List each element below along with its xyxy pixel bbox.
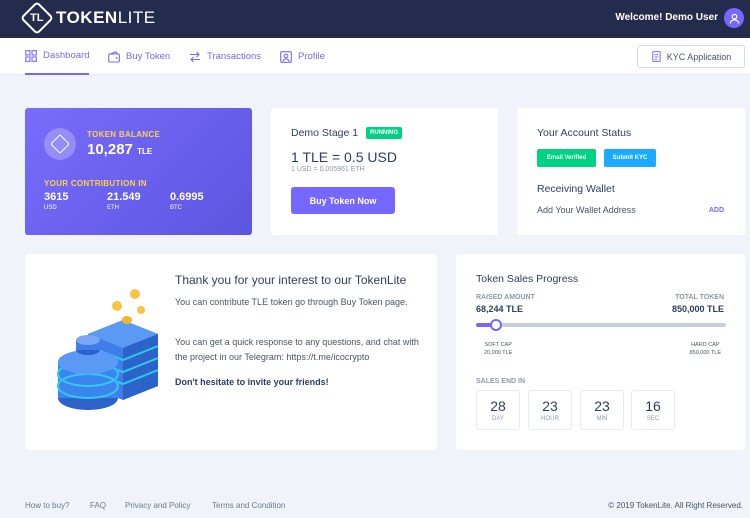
footer: How to buy? FAQ Privacy and Policy Terms… [0, 495, 750, 515]
profile-icon [280, 50, 292, 63]
info-title: Thank you for your interest to our Token… [175, 273, 407, 287]
account-status-card: Your Account Status Email Verified Submi… [517, 108, 745, 235]
welcome-text: Welcome! Demo User [615, 12, 718, 23]
countdown-minutes: 23 MIN [580, 390, 624, 430]
hard-cap-value: 850,000 TLE [689, 350, 721, 356]
token-balance-card: TOKEN BALANCE 10,287 TLE YOUR CONTRIBUTI… [25, 108, 252, 235]
nav-label: Buy Token [126, 51, 171, 62]
logo-icon: TL [20, 1, 54, 35]
receiving-wallet-title: Receiving Wallet [537, 183, 615, 195]
footer-link-how-to-buy[interactable]: How to buy? [25, 501, 70, 510]
nav-item-transactions[interactable]: Transactions [189, 38, 261, 75]
token-balance-label: TOKEN BALANCE [87, 130, 161, 139]
main-nav: Dashboard Buy Token Transactions Profile… [0, 38, 750, 75]
token-stack-illustration [57, 289, 159, 410]
info-paragraph-2: You can get a quick response to any ques… [175, 337, 419, 362]
raised-amount-label: RAISED AMOUNT [476, 294, 535, 301]
footer-link-privacy[interactable]: Privacy and Policy [125, 501, 191, 510]
user-avatar[interactable] [724, 8, 744, 28]
nav-item-profile[interactable]: Profile [280, 38, 325, 75]
buy-token-now-button[interactable]: Buy Token Now [291, 187, 395, 214]
nav-label: Transactions [207, 51, 262, 62]
user-icon [729, 13, 739, 24]
token-unit: TLE [137, 147, 153, 156]
wallet-icon [108, 50, 120, 63]
token-balance-amount: 10,287 TLE [87, 141, 153, 158]
token-sales-title: Token Sales Progress [476, 273, 579, 285]
token-sales-card: Token Sales Progress RAISED AMOUNT 68,24… [456, 254, 745, 450]
nav-label: Profile [298, 51, 325, 62]
stage-status-badge: RUNNING [366, 127, 402, 139]
document-icon [652, 51, 661, 62]
top-bar: TL TOKENLITE Welcome! Demo User [0, 0, 750, 38]
hard-cap-label: HARD CAP [691, 342, 720, 348]
info-invite-text: Don't hesitate to invite your friends! [175, 377, 329, 387]
kyc-application-button[interactable]: KYC Application [637, 45, 745, 68]
info-card: Thank you for your interest to our Token… [25, 254, 437, 450]
countdown-days: 28 DAY [476, 390, 520, 430]
total-token-label: TOTAL TOKEN [675, 294, 724, 301]
info-paragraph-1: You can contribute TLE token go through … [175, 297, 408, 307]
add-wallet-link[interactable]: ADD [708, 207, 724, 214]
soft-cap-label: SOFT CAP [484, 342, 512, 348]
kyc-button-label: KYC Application [666, 51, 732, 62]
nav-label: Dashboard [43, 50, 90, 61]
dashboard-icon [25, 49, 37, 62]
token-rate: 1 TLE = 0.5 USD [291, 149, 397, 165]
logo-text-light: LITE [117, 8, 156, 27]
sales-progress-fill [476, 323, 496, 327]
logo[interactable]: TL TOKENLITE [20, 1, 156, 35]
total-token-value: 850,000 TLE [671, 304, 724, 314]
stage-card: Demo Stage 1 RUNNING 1 TLE = 0.5 USD 1 U… [271, 108, 498, 235]
sales-progress-bar [476, 319, 726, 331]
sales-end-label: SALES END IN [476, 378, 526, 385]
contribution-label: YOUR CONTRIBUTION IN [44, 179, 147, 188]
countdown-hours: 23 HOUR [528, 390, 572, 430]
token-rate-sub: 1 USD = 0.005961 ETH [291, 166, 365, 173]
submit-kyc-button[interactable]: Submit KYC [604, 149, 656, 167]
logo-text: TOKEN [56, 8, 118, 27]
footer-link-faq[interactable]: FAQ [90, 501, 107, 510]
account-status-title: Your Account Status [537, 127, 632, 139]
sales-progress-marker [490, 319, 502, 331]
nav-item-buy-token[interactable]: Buy Token [108, 38, 170, 75]
countdown-seconds: 16 SEC [631, 390, 675, 430]
footer-link-terms[interactable]: Terms and Condition [212, 501, 286, 510]
hard-cap: HARD CAP 850,000 TLE [690, 341, 721, 357]
contribution-usd: 3615 USD [44, 191, 69, 211]
contribution-eth: 21.549 ETH [107, 191, 141, 211]
contribution-btc: 0.6995 BTC [170, 191, 204, 211]
raised-amount-value: 68,244 TLE [476, 304, 524, 314]
soft-cap: SOFT CAP 20,000 TLE [484, 341, 512, 357]
email-verified-badge[interactable]: Email Verified [537, 149, 596, 167]
copyright-text: © 2019 TokenLite. All Right Reserved. [608, 501, 743, 510]
wallet-address-placeholder: Add Your Wallet Address [537, 205, 636, 215]
nav-item-dashboard[interactable]: Dashboard [25, 38, 90, 75]
soft-cap-value: 20,000 TLE [484, 350, 513, 356]
transfer-icon [190, 51, 200, 62]
token-logo-icon [44, 128, 76, 160]
stage-title: Demo Stage 1 [291, 127, 359, 139]
